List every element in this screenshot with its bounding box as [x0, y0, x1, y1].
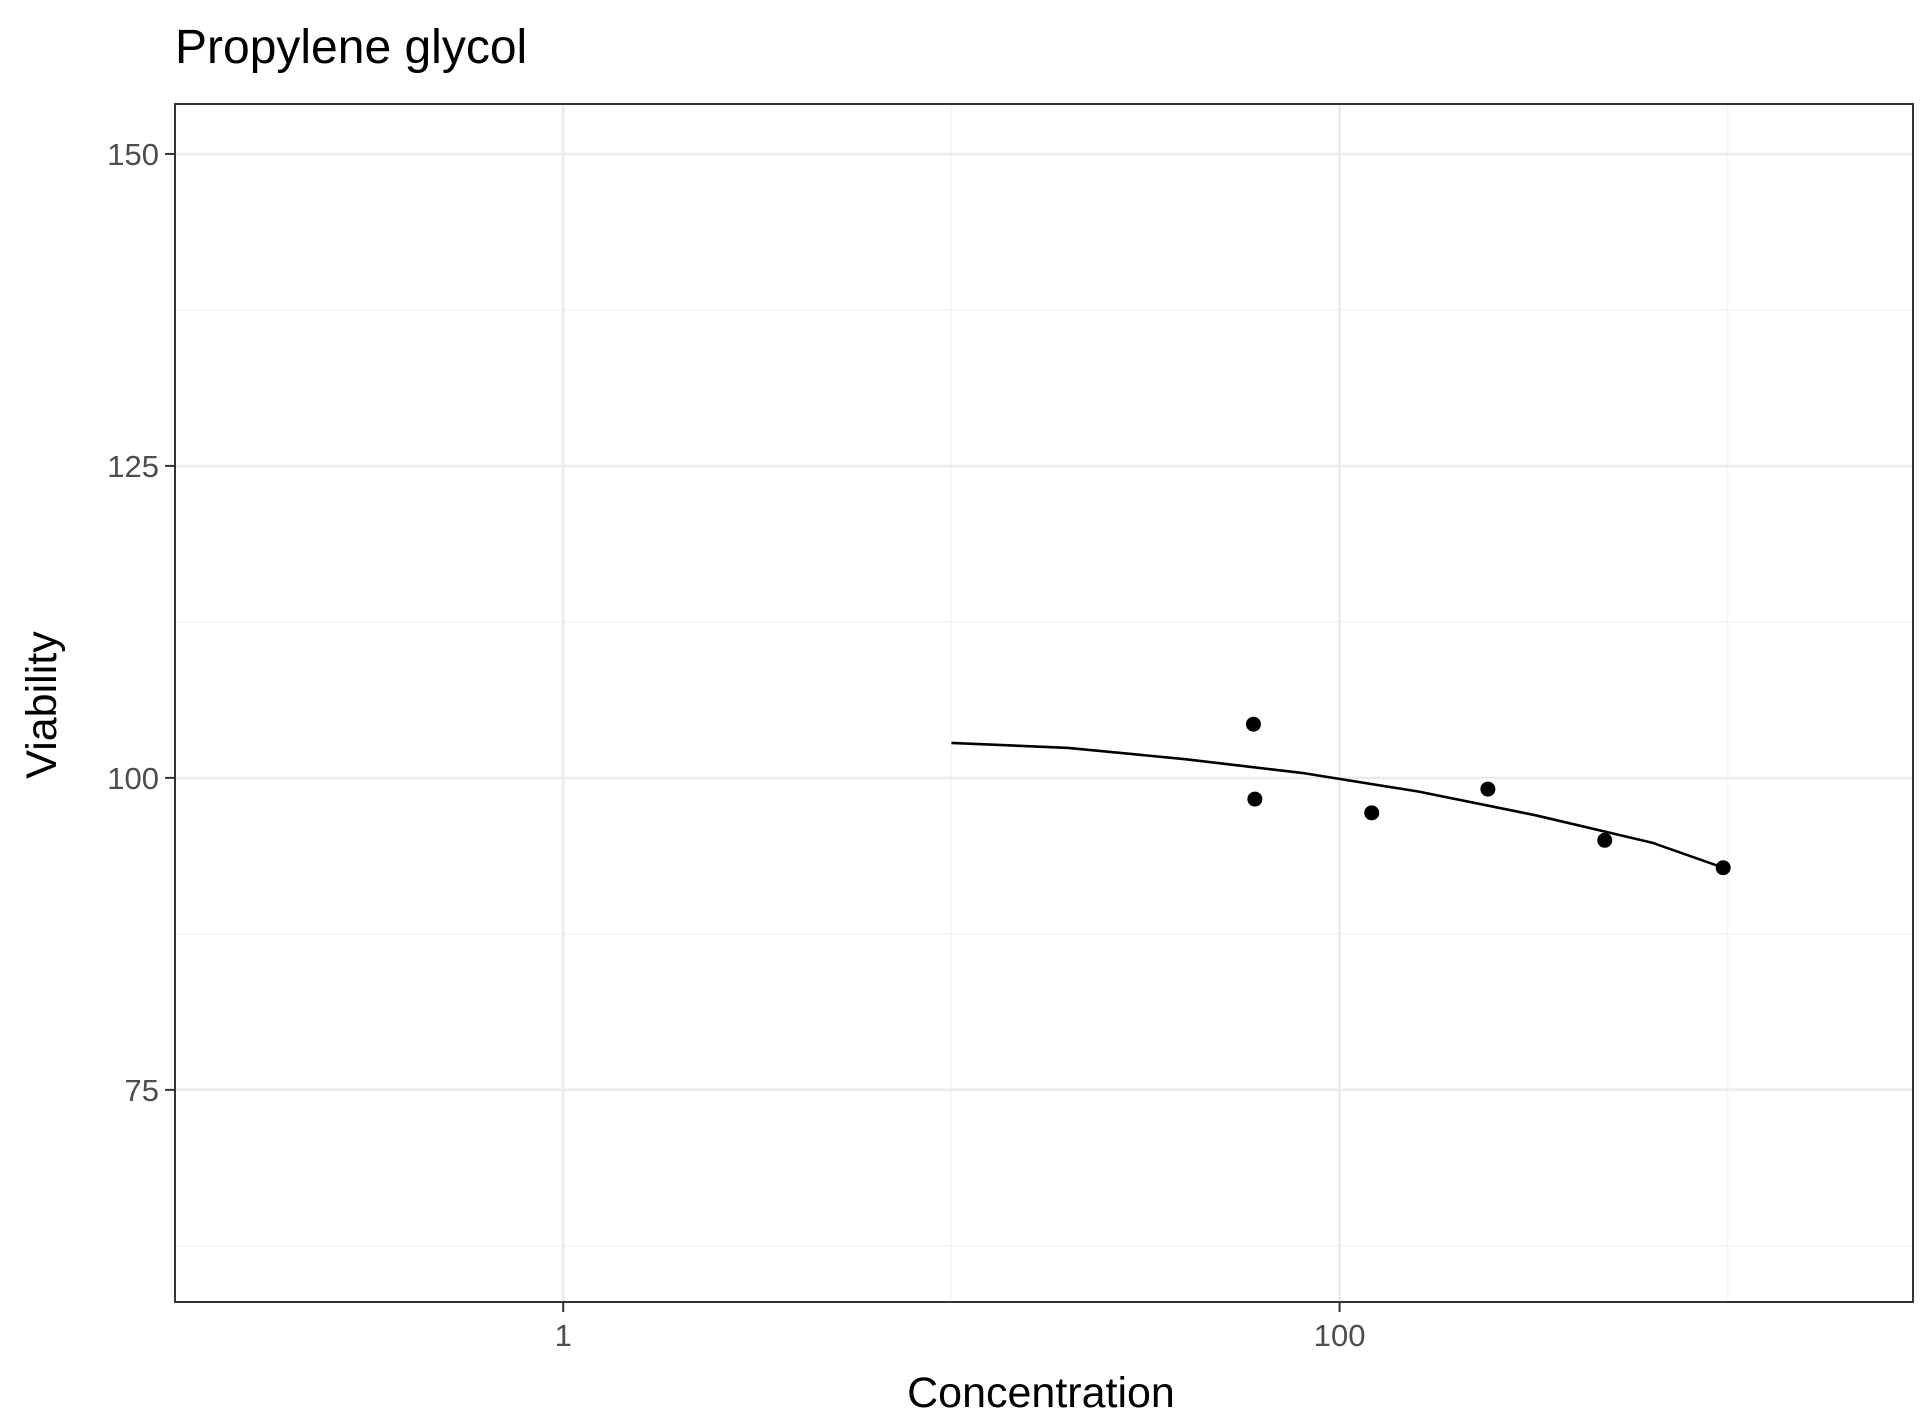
x-tick-label: 1: [555, 1318, 572, 1353]
grid-lines: [174, 104, 1913, 1302]
y-tick-label: 100: [107, 761, 159, 796]
y-axis-title: Viability: [18, 631, 66, 779]
data-point: [1247, 791, 1263, 807]
x-tick-label: 100: [1314, 1318, 1366, 1353]
fit-curve: [951, 741, 1724, 869]
data-point: [1364, 805, 1380, 821]
chart-title: Propylene glycol: [175, 21, 527, 74]
y-axis: 75 100 125 150: [107, 137, 175, 1108]
fit-curve-group: [951, 741, 1724, 869]
x-axis-title: Concentration: [907, 1369, 1175, 1417]
y-tick-label: 150: [107, 137, 159, 172]
data-point: [1245, 716, 1261, 732]
x-axis: 1 100: [555, 1302, 1366, 1353]
data-points: [1245, 716, 1731, 876]
data-point: [1597, 832, 1613, 848]
y-tick-label: 125: [107, 449, 159, 484]
y-tick-label: 75: [125, 1073, 159, 1108]
panel-border: [174, 103, 1914, 1303]
data-point: [1715, 860, 1731, 876]
data-point: [1480, 781, 1496, 797]
